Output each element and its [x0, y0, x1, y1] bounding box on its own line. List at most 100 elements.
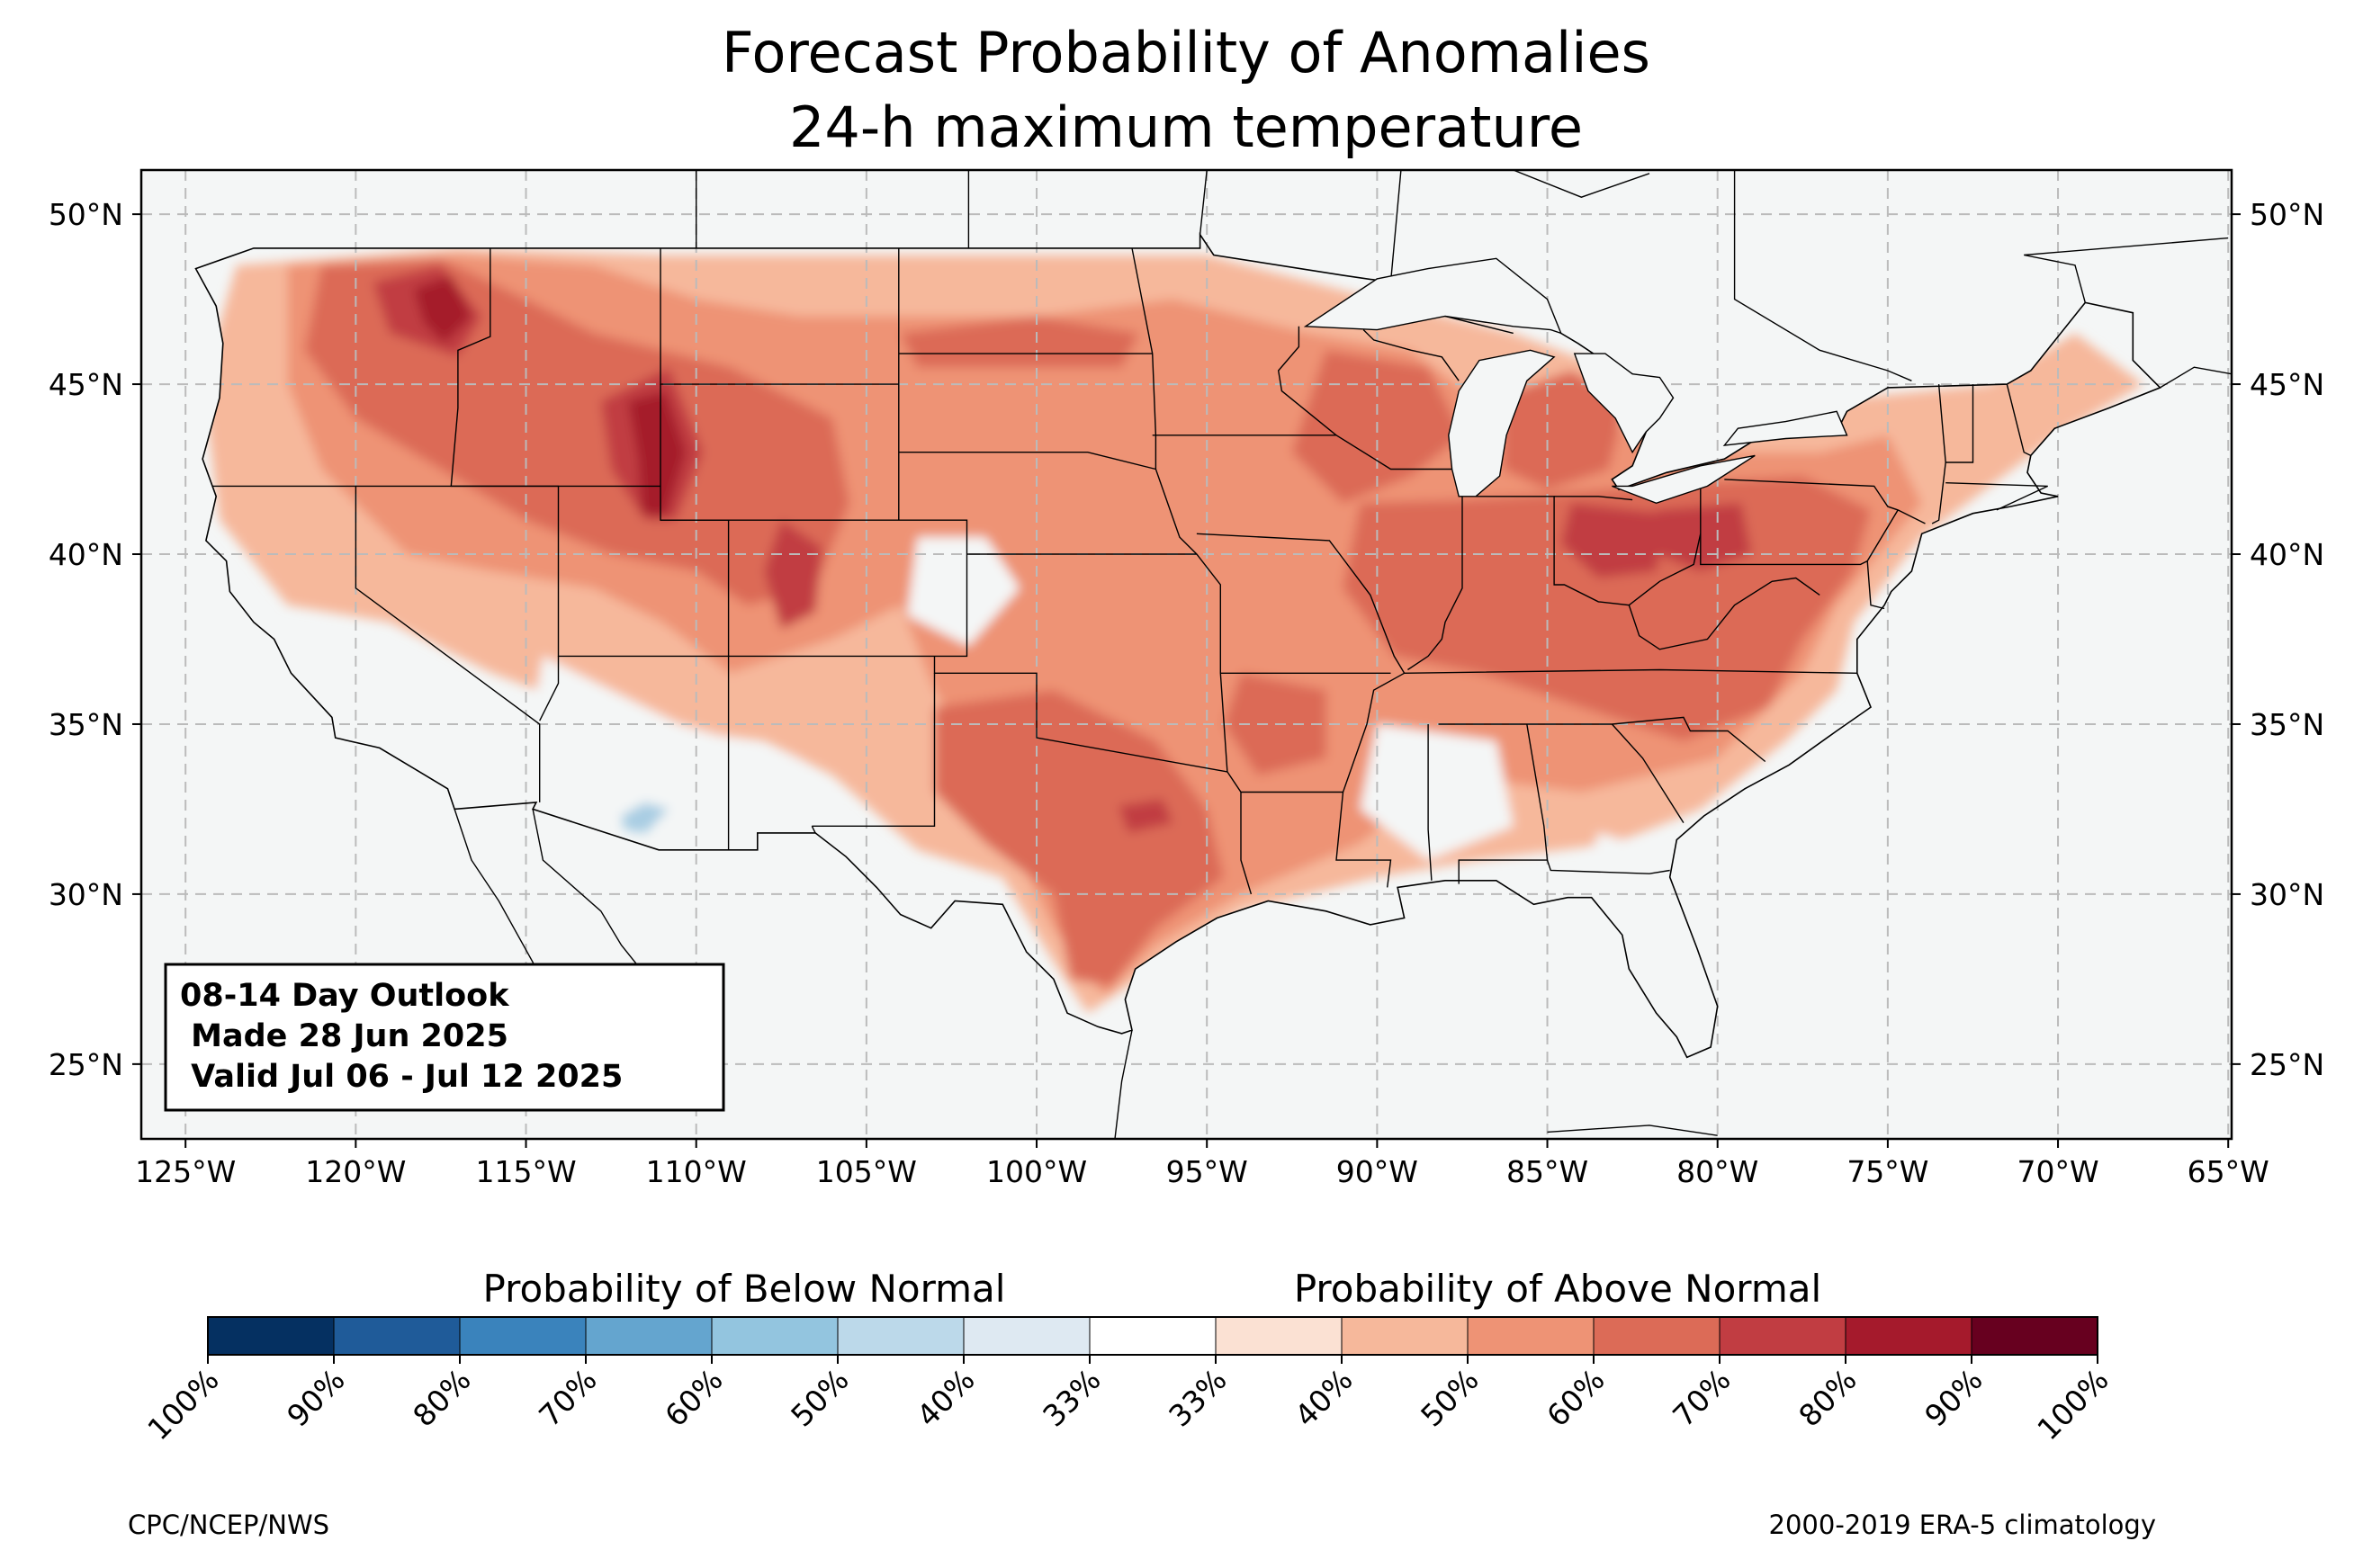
state-boundary	[933, 656, 1228, 773]
state-boundary	[539, 656, 560, 721]
probability-region	[764, 520, 822, 630]
state-boundary	[1438, 716, 1766, 763]
axis-ticks: 125°W 120°W 115°W 110°W 105°W 100°W 95°W 90°W 85…	[49, 197, 2324, 1189]
lon-tick-label: 115°W	[475, 1154, 576, 1189]
us-coastline	[194, 232, 2161, 1059]
title-line-2: 24-h maximum temperature	[788, 94, 1584, 160]
state-boundary	[1611, 723, 1685, 823]
lon-tick-label: 100°W	[986, 1154, 1087, 1189]
colorbar-swatch	[1720, 1317, 1846, 1355]
state-boundary	[1277, 326, 1337, 436]
lon-tick-label: 110°W	[646, 1154, 747, 1189]
state-boundary	[1945, 482, 2048, 511]
probability-region	[900, 316, 1139, 368]
lat-tick-label-left: 25°N	[49, 1047, 123, 1082]
lon-tick-label: 90°W	[1336, 1154, 1418, 1189]
lat-tick-label-right: 35°N	[2250, 707, 2324, 742]
state-boundary	[1404, 668, 1857, 674]
neighbor-boundary	[1114, 1029, 1133, 1139]
outlook-info-box: 08-14 Day Outlook Made 28 Jun 2025 Valid…	[164, 963, 725, 1112]
near-normal-region	[907, 537, 1020, 647]
colorbar-label-above: Probability of Above Normal	[1294, 1267, 1821, 1311]
lat-tick-label-left: 30°N	[49, 877, 123, 912]
probability-region	[934, 690, 1225, 986]
lon-tick-label: 75°W	[1846, 1154, 1928, 1189]
colorbar-tick-label: 70%	[532, 1362, 603, 1433]
lake	[1722, 410, 1848, 446]
lake	[1303, 257, 1562, 335]
neighbor-boundary	[2160, 366, 2232, 389]
below-normal-region	[621, 802, 669, 833]
neighbor-boundary	[1199, 170, 1208, 235]
lat-tick-label-right: 50°N	[2250, 197, 2324, 232]
state-boundary	[1196, 533, 1406, 888]
state-boundary	[1945, 384, 1974, 463]
state-boundary	[1131, 247, 1253, 895]
lake	[1612, 454, 1756, 505]
colorbar-swatch	[208, 1317, 335, 1355]
state-boundary	[1700, 486, 1868, 566]
probability-region	[1560, 503, 1667, 578]
lon-tick-label: 85°W	[1506, 1154, 1588, 1189]
state-boundary	[811, 825, 816, 834]
colorbar-tick-label: 70%	[1666, 1362, 1737, 1433]
state-boundary	[1407, 496, 1463, 671]
colorbar-tick-label: 60%	[658, 1362, 729, 1433]
lat-tick-label-right: 30°N	[2250, 877, 2324, 912]
colorbar-swatch	[712, 1317, 839, 1355]
geography-lines	[194, 170, 2232, 1139]
colorbar-swatch	[964, 1317, 1091, 1355]
probability-region	[413, 275, 472, 344]
colorbar-swatch	[1090, 1317, 1217, 1355]
colorbar-swatch	[1846, 1317, 1972, 1355]
lat-tick-label-left: 45°N	[49, 367, 123, 402]
lon-tick-label: 105°W	[816, 1154, 917, 1189]
state-boundary	[1546, 859, 1670, 874]
probability-region	[1503, 371, 1626, 490]
colorbar-swatch	[1972, 1317, 2098, 1355]
lon-tick-label: 65°W	[2188, 1154, 2269, 1189]
lat-tick-label-left: 50°N	[49, 197, 123, 232]
neighbor-boundary	[2024, 237, 2229, 303]
neighbor-boundary	[1513, 170, 1650, 198]
state-boundary	[1866, 509, 1899, 610]
state-boundary	[898, 452, 1156, 470]
info-line-3: Valid Jul 06 - Jul 12 2025	[180, 1059, 623, 1095]
state-boundary	[812, 673, 936, 827]
state-boundary	[1931, 384, 1946, 524]
info-line-2: Made 28 Jun 2025	[180, 1018, 508, 1054]
colorbar-tick-label: 33%	[1162, 1362, 1233, 1433]
probability-region	[1118, 799, 1173, 833]
lon-tick-label: 125°W	[135, 1154, 236, 1189]
credit-left: CPC/NCEP/NWS	[128, 1510, 330, 1540]
neighbor-boundary	[1547, 1124, 1718, 1136]
state-boundary	[1628, 533, 1702, 606]
state-boundary	[1152, 435, 1452, 470]
colorbar-swatch	[838, 1317, 965, 1355]
lat-tick-label-left: 40°N	[49, 537, 123, 572]
colorbar-swatch	[334, 1317, 461, 1355]
colorbar-tick-label: 100%	[140, 1362, 225, 1447]
map-frame	[139, 168, 2233, 1141]
colorbar-swatch	[1342, 1317, 1469, 1355]
colorbar-tick-label: 33%	[1036, 1362, 1107, 1433]
near-normal-region	[1360, 724, 1514, 861]
colorbar-swatch	[1216, 1317, 1343, 1355]
colorbar-tick-label: 40%	[1288, 1362, 1359, 1433]
state-boundary	[1362, 329, 1460, 381]
colorbar-swatch	[460, 1317, 587, 1355]
lon-tick-label: 80°W	[1676, 1154, 1758, 1189]
lat-tick-label-right: 40°N	[2250, 537, 2324, 572]
lon-tick-label: 120°W	[305, 1154, 406, 1189]
near-normal-region	[526, 656, 832, 844]
colorbar-tick-label: 100%	[2030, 1362, 2115, 1447]
colorbar-swatch	[586, 1317, 713, 1355]
probability-region	[628, 390, 687, 517]
lat-tick-label-left: 35°N	[49, 707, 123, 742]
state-boundary	[1724, 479, 1926, 524]
lon-tick-label: 95°W	[1166, 1154, 1248, 1189]
lat-tick-label-right: 25°N	[2250, 1047, 2324, 1082]
neighbor-boundary	[1389, 170, 1402, 282]
colorbar-tick-label: 60%	[1540, 1362, 1611, 1433]
